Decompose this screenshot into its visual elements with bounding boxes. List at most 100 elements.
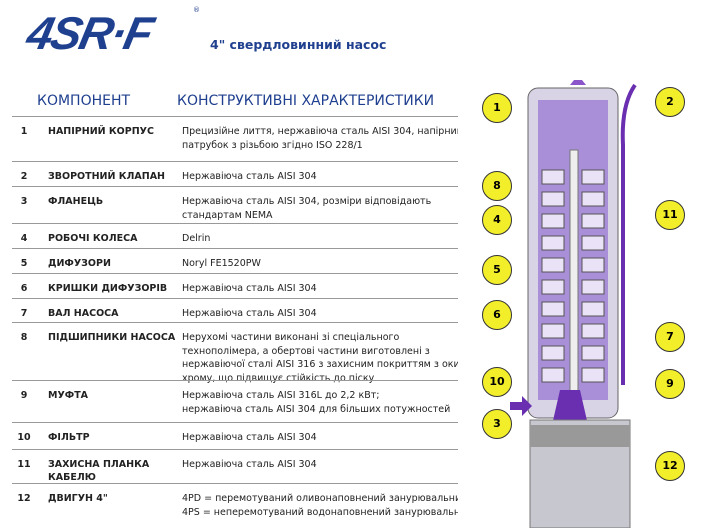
callout-badge: 7 [655,322,685,352]
filter [530,425,630,447]
description-line: нержавіюча сталь AISI 304 для більших по… [182,403,451,415]
impeller-stage [541,169,565,185]
description-line: Delrin [182,233,211,244]
impeller-stage [541,345,565,361]
row-number: 11 [17,459,31,470]
row-number: 3 [20,196,28,207]
impeller-stage [541,367,565,383]
component-name: ФЛАНЕЦЬ [48,196,104,207]
description-line: 4PS = неперемотуваний водонаповнений зан… [182,506,458,518]
impeller-stage [581,257,605,273]
impeller-stage [581,323,605,339]
component-name: МУФТА [48,390,89,401]
impeller-stage [581,235,605,251]
description-line: Нержавіюча сталь AISI 304 [182,432,317,443]
description-line: патрубок з різьбою згідно ISO 228/1 [182,139,363,151]
table-row: 8 ПІДШИПНИКИ НАСОСА Нерухомі частини вико… [12,322,458,384]
table-row: 2 ЗВОРОТНИЙ КЛАПАН Нержавіюча сталь AISI … [12,161,458,187]
description-line: Нержавіюча сталь AISI 304 [182,308,317,319]
impeller-stage [581,191,605,207]
component-name: ПІДШИПНИКИ НАСОСА [48,332,176,343]
impeller-stage [581,345,605,361]
component-name: РОБОЧІ КОЛЕСА [48,233,138,244]
description-line: Нержавіюча сталь AISI 304 [182,283,317,294]
registered-mark: ® [193,6,200,14]
callout-badge: 12 [655,451,685,481]
description-line: стандартам NEMA [182,209,273,221]
row-number: 2 [20,171,28,182]
impeller-stage [541,257,565,273]
component-table: 1 НАПІРНИЙ КОРПУС Прецизійне лиття, нержа… [12,116,458,528]
impeller-stage [541,279,565,295]
component-name: ДВИГУН 4" [48,493,108,504]
description-line: Нержавіюча сталь AISI 316L до 2,2 кВт; [182,390,380,401]
cable-guard [620,83,637,385]
callout-badge: 9 [655,369,685,399]
features-header: КОНСТРУКТИВНІ ХАРАКТЕРИСТИКИ [177,93,435,109]
component-name: КРИШКИ ДИФУЗОРІВ [48,283,168,294]
description-line: Noryl FE1520PW [182,258,261,269]
callout-badge: 8 [482,171,512,201]
row-number: 10 [17,432,31,443]
row-number: 6 [20,283,28,294]
component-name: ДИФУЗОРИ [48,258,111,269]
flow-arrow-icon [570,80,586,85]
impeller-stage [581,367,605,383]
table-row: 1 НАПІРНИЙ КОРПУС Прецизійне лиття, нержа… [12,116,458,162]
pump-shaft [569,149,579,401]
inlet-arrow-icon [510,396,532,416]
row-number: 12 [17,493,31,504]
description-line: Нержавіюча сталь AISI 304 [182,171,317,182]
component-name: ЗВОРОТНИЙ КЛАПАН [48,171,166,182]
impeller-stage [581,279,605,295]
impeller-stage [581,213,605,229]
callout-badge: 1 [482,93,512,123]
table-row: 9 МУФТА Нержавіюча сталь AISI 316L до 2,2… [12,380,458,423]
description-line: нержавіючої сталі AISI 316 з захисним по… [182,359,458,370]
table-row: 12 ДВИГУН 4" 4PD = перемотуваний оливонап… [12,483,458,524]
table-row: 11 ЗАХИСНА ПЛАНКА КАБЕЛЮ Нержавіюча сталь… [12,449,458,484]
table-row: 10 ФІЛЬТР Нержавіюча сталь AISI 304 [12,422,458,450]
callout-badge: 6 [482,300,512,330]
table-row: 7 ВАЛ НАСОСА Нержавіюча сталь AISI 304 [12,298,458,323]
row-number: 4 [20,233,28,244]
impeller-stage [541,191,565,207]
description-line: Нержавіюча сталь AISI 304 [182,459,317,470]
brand-logo: 4SR·F [22,7,157,59]
impeller-stage [581,169,605,185]
impeller-stage [541,213,565,229]
row-number: 7 [20,308,28,319]
row-number: 1 [20,126,28,137]
description-line: хрому, що підвищує стійкість до піску [182,372,375,384]
component-name: ФІЛЬТР [48,432,90,443]
component-name: ВАЛ НАСОСА [48,308,119,319]
table-row: 6 КРИШКИ ДИФУЗОРІВ Нержавіюча сталь AISI … [12,273,458,299]
component-name: НАПІРНИЙ КОРПУС [48,126,154,137]
description-line: технополімера, а обертові частини вигото… [182,345,430,357]
description-line: Нержавіюча сталь AISI 304, розміри відпо… [182,196,432,207]
row-number: 9 [20,390,28,401]
component-name: ЗАХИСНА ПЛАНКА КАБЕЛЮ [48,459,150,483]
impeller-stage [541,323,565,339]
table-row: 4 РОБОЧІ КОЛЕСА Delrin [12,223,458,249]
coupling [552,390,588,425]
callout-badge: 2 [655,87,685,117]
subtitle: 4" свердловинний насос [210,37,387,52]
callout-badge: 10 [482,367,512,397]
impeller-stage [541,235,565,251]
callout-badge: 11 [655,200,685,230]
row-number: 8 [20,332,28,343]
callout-badge: 4 [482,205,512,235]
description-line: 4PD = перемотуваний оливонаповнений зану… [182,493,458,504]
table-row: 5 ДИФУЗОРИ Noryl FE1520PW [12,248,458,274]
description-line: Нерухомі частини виконані зі спеціальног… [182,332,400,343]
callout-badge: 5 [482,255,512,285]
pump-diagram [510,80,637,528]
callout-badge: 3 [482,409,512,439]
row-number: 5 [20,258,28,269]
description-line: Прецизійне лиття, нержавіюча сталь AISI … [182,126,458,137]
impeller-stage [541,301,565,317]
impeller-stage [581,301,605,317]
table-row: 3 ФЛАНЕЦЬ Нержавіюча сталь AISI 304, розм… [12,186,458,224]
